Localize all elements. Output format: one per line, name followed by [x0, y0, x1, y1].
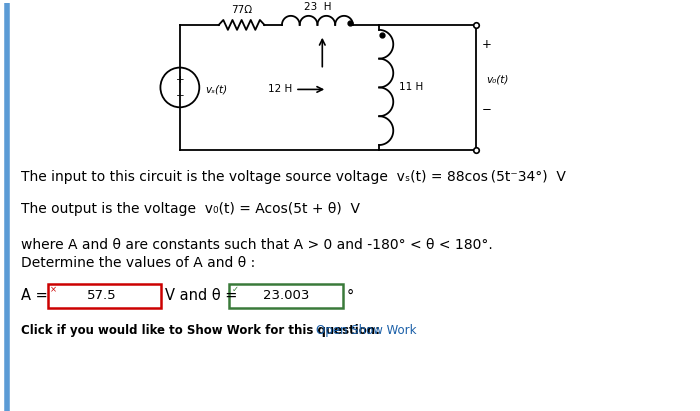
Text: +: + — [176, 76, 184, 85]
Text: +: + — [482, 38, 491, 51]
Text: 12 H: 12 H — [268, 84, 292, 95]
Text: Open Show Work: Open Show Work — [316, 324, 416, 337]
Text: vₛ(t): vₛ(t) — [205, 84, 228, 95]
Text: where A and θ are constants such that A > 0 and -180° < θ < 180°.: where A and θ are constants such that A … — [22, 238, 493, 252]
Text: 57.5: 57.5 — [88, 289, 117, 302]
Text: Click if you would like to Show Work for this question:: Click if you would like to Show Work for… — [22, 324, 388, 337]
Text: −: − — [482, 103, 491, 116]
Text: ✓: ✓ — [232, 285, 239, 294]
Text: The input to this circuit is the voltage source voltage  vₛ(t) = 88cos (5t⁻34°) : The input to this circuit is the voltage… — [22, 170, 566, 184]
Text: The output is the voltage  v₀(t) = Acos(5t + θ)  V: The output is the voltage v₀(t) = Acos(5… — [22, 201, 360, 216]
Text: 11 H: 11 H — [399, 83, 423, 92]
Text: 23  H: 23 H — [304, 2, 331, 12]
Text: A =: A = — [22, 289, 48, 303]
Text: v₀(t): v₀(t) — [486, 74, 508, 85]
FancyBboxPatch shape — [48, 284, 162, 308]
Text: ×: × — [50, 285, 57, 294]
Text: 23.003: 23.003 — [262, 289, 309, 302]
Text: V and θ =: V and θ = — [165, 289, 238, 303]
Text: −: − — [176, 91, 184, 102]
Text: Determine the values of A and θ :: Determine the values of A and θ : — [22, 256, 255, 270]
FancyBboxPatch shape — [230, 284, 343, 308]
Text: °: ° — [347, 289, 354, 303]
Text: 77Ω: 77Ω — [231, 5, 252, 15]
